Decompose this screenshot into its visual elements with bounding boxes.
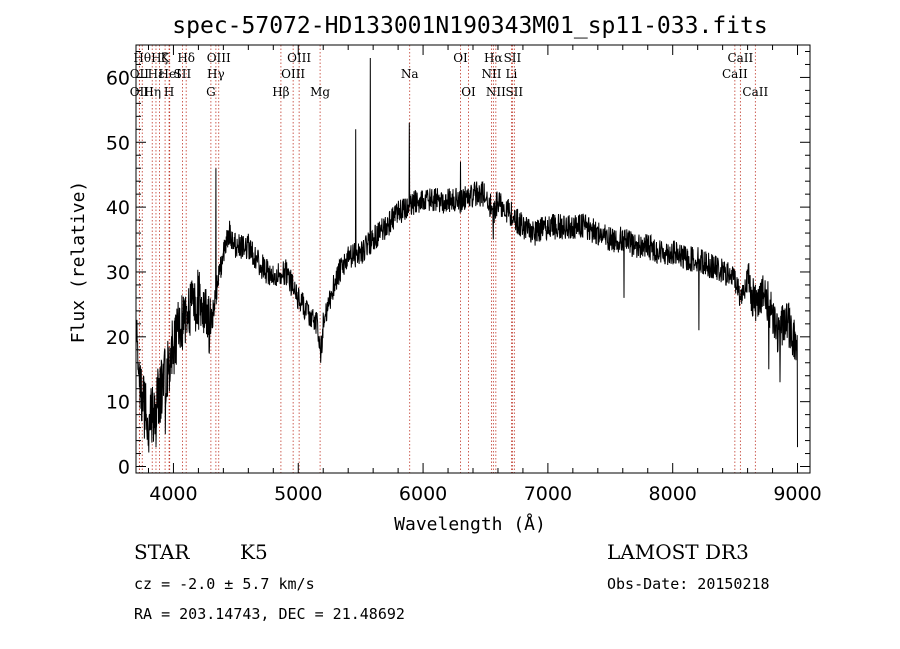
spectral-subclass: K5 [240, 540, 268, 564]
y-tick-label: 20 [106, 327, 130, 349]
spectral-line-labels: HθOIIOIIHηHεHζKHHeISIIHδGHγOIIIHβOIIIOII… [130, 51, 769, 99]
spectral-line-markers [138, 45, 756, 473]
x-tick-label: 9000 [773, 483, 821, 505]
spectral-line-label: OIII [207, 51, 231, 65]
x-tick-label: 7000 [524, 483, 572, 505]
y-tick-label: 0 [118, 457, 130, 479]
spectral-line-label: OI [453, 51, 468, 65]
survey-name: LAMOST DR3 [607, 540, 749, 564]
redshift-velocity: cz = -2.0 ± 5.7 km/s [134, 575, 315, 593]
object-class: STAR [134, 540, 190, 564]
x-tick-label: 8000 [649, 483, 697, 505]
coordinates: RA = 203.14743, DEC = 21.48692 [134, 605, 405, 623]
spectral-line-label: NII [486, 85, 506, 99]
spectral-line-label: SII [505, 85, 523, 99]
y-tick-label: 40 [106, 197, 130, 219]
spectral-line-label: OII [130, 85, 150, 99]
spectral-line-label: Hζ [151, 51, 168, 65]
y-tick-label: 50 [106, 132, 130, 154]
spectrum-series-line [135, 57, 798, 453]
spectral-line-label: Li [506, 67, 518, 81]
spectral-line-label: HeI [159, 67, 182, 81]
spectral-line-label: OIII [281, 67, 305, 81]
x-tick-label: 4000 [149, 483, 197, 505]
observation-date: Obs-Date: 20150218 [607, 575, 770, 593]
spectral-line-label: SII [174, 67, 192, 81]
x-tick-label: 5000 [274, 483, 322, 505]
spectral-line-label: K [161, 51, 171, 65]
spectral-line-label: Mg [310, 85, 330, 99]
spectral-line-label: Hε [148, 67, 165, 81]
spectral-line-label: Na [401, 67, 419, 81]
spectral-line-label: OI [461, 85, 476, 99]
x-tick-label: 6000 [399, 483, 447, 505]
spectral-line-label: Hα [484, 51, 503, 65]
spectral-line-label: NII [481, 67, 501, 81]
x-axis-label: Wavelength (Å) [394, 513, 546, 535]
spectral-line-label: OIII [287, 51, 311, 65]
y-tick-label: 60 [106, 67, 130, 89]
y-tick-label: 30 [106, 262, 130, 284]
spectral-line-label: G [206, 85, 216, 99]
spectral-line-label: Hδ [177, 51, 195, 65]
spectral-line-label: CaII [722, 67, 748, 81]
spectral-line-label: Hθ [133, 51, 151, 65]
spectral-line-label: Hη [143, 85, 161, 99]
spectral-line-label: CaII [727, 51, 753, 65]
y-tick-label: 10 [106, 392, 130, 414]
y-axis-label: Flux (relative) [68, 181, 89, 344]
spectral-line-label: Hβ [272, 85, 289, 99]
spectral-line-label: H [164, 85, 174, 99]
spectral-line-label: Hγ [207, 67, 225, 81]
spectral-line-label: SII [504, 51, 522, 65]
spectral-line-label: OII [130, 67, 150, 81]
y-axis-ticks: 0 10 20 30 40 50 60 [106, 50, 810, 479]
x-axis-ticks: 4000 5000 6000 7000 8000 9000 [147, 45, 822, 505]
chart-title: spec-57072-HD133001N190343M01_sp11-033.f… [172, 13, 767, 39]
spectral-line-label: CaII [742, 85, 768, 99]
